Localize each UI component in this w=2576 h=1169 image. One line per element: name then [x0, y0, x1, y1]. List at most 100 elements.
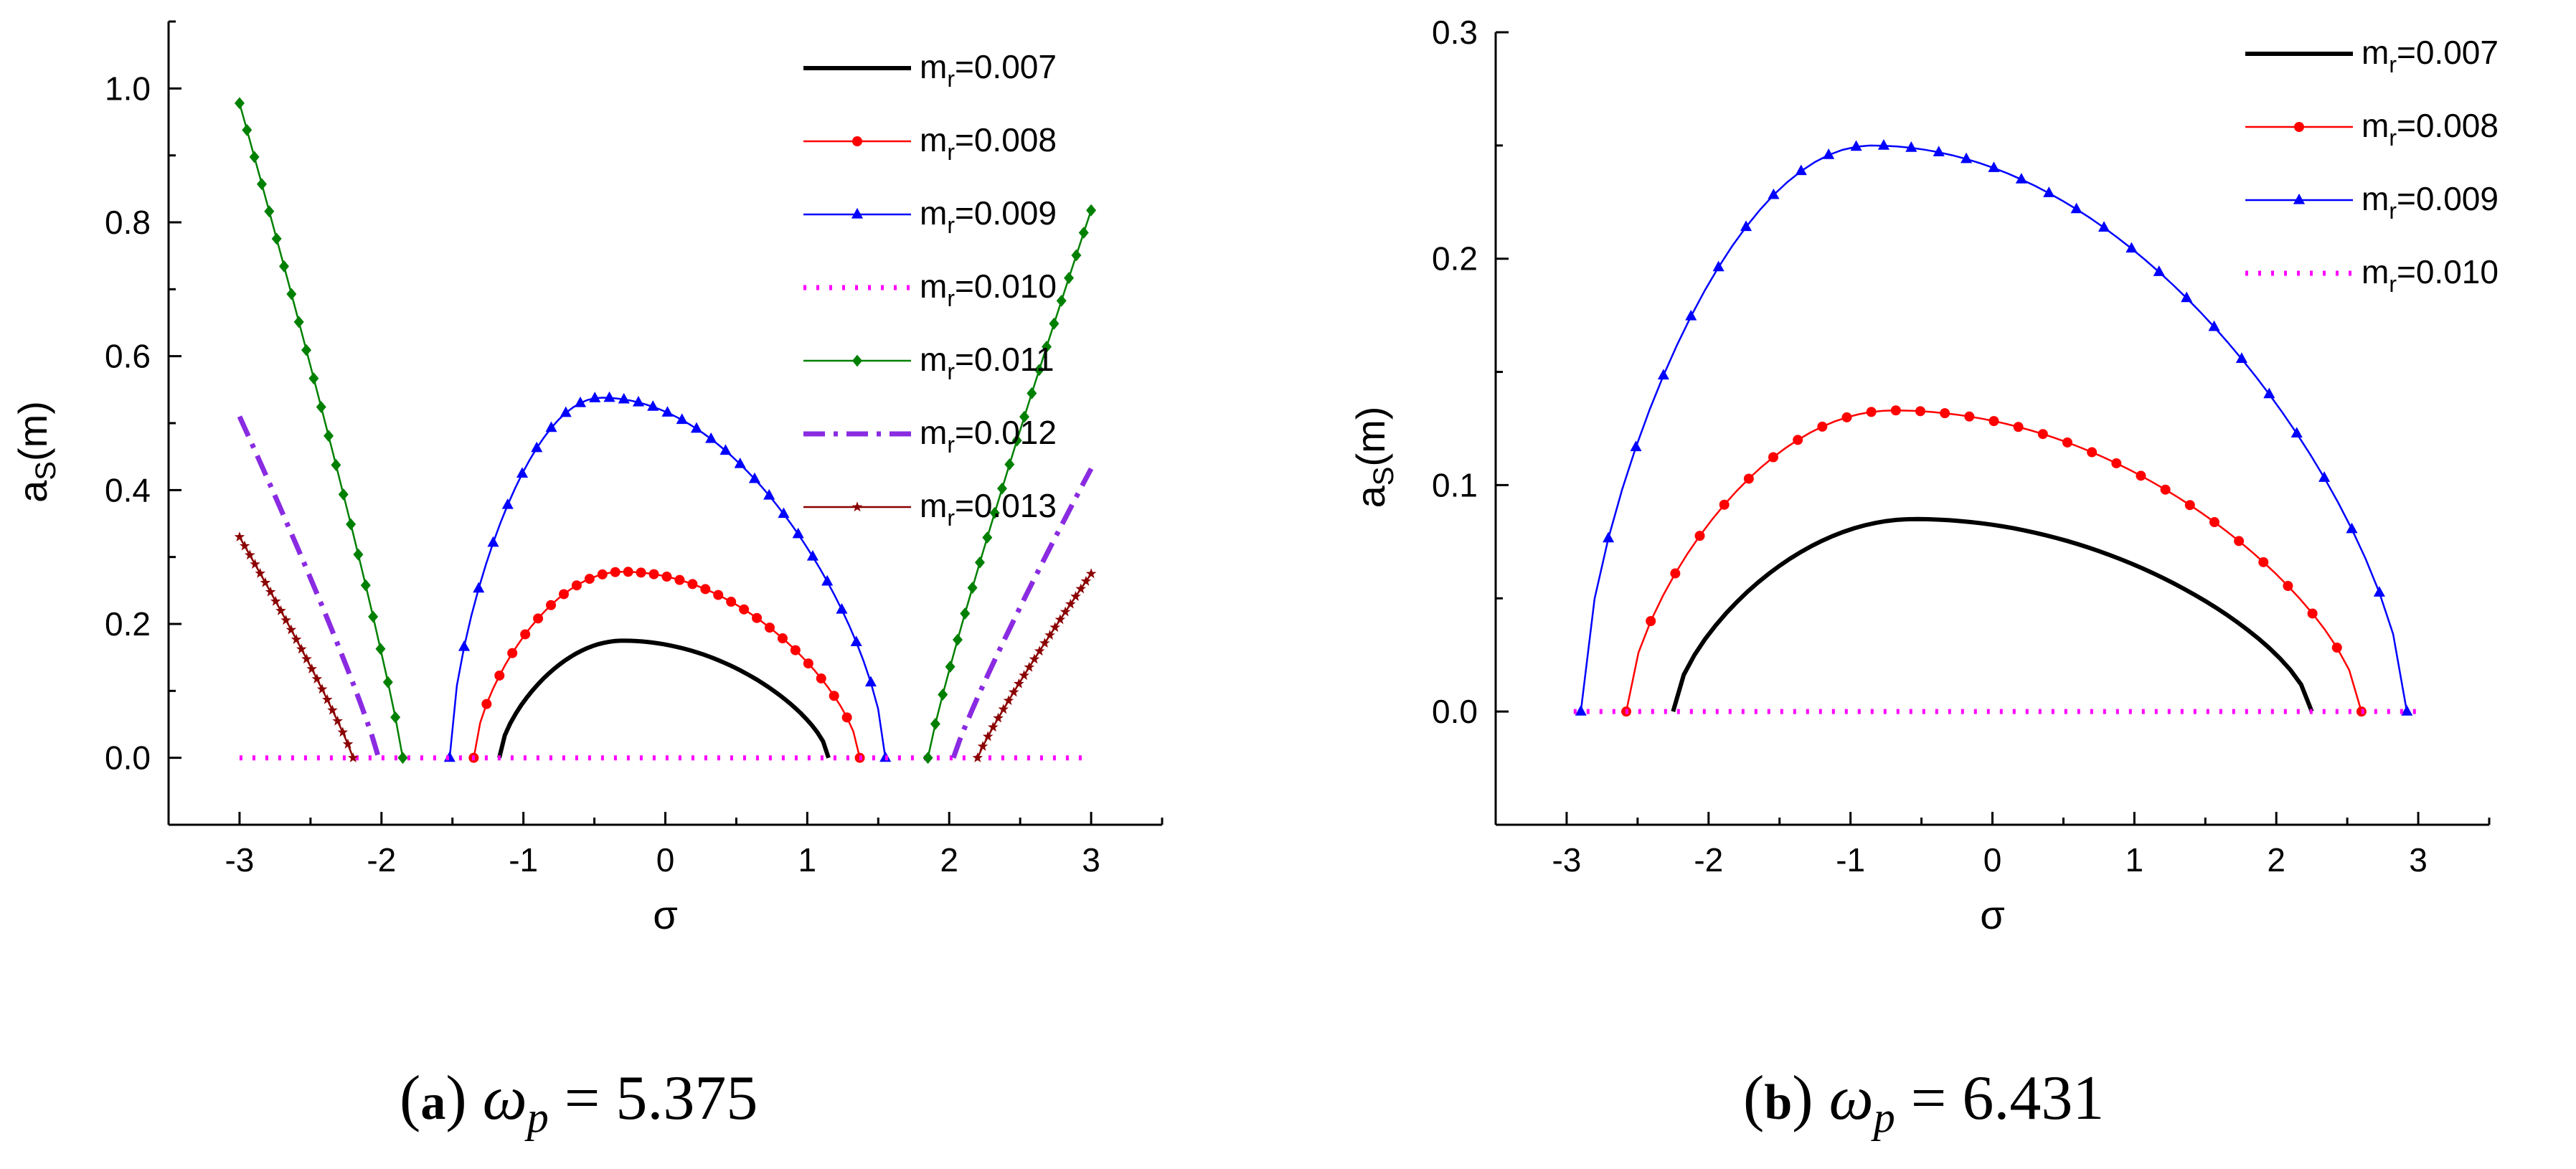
chart-a-series-1-point: [700, 584, 711, 595]
chart-a-series-6-point: [275, 605, 286, 615]
chart-a-series-6-point: [234, 531, 245, 541]
chart-a-series-6-point: [1034, 645, 1045, 656]
chart-b-series-0-line-0: [1671, 516, 2314, 713]
chart-a-series-1-point: [584, 574, 595, 584]
chart-a-series-1-point: [533, 613, 544, 624]
chart-a-series-4-point: [316, 401, 326, 413]
chart-b-series-1-point: [1964, 411, 1975, 422]
chart-a-series-5: [237, 415, 1094, 759]
chart-a-series-6-point: [1055, 614, 1066, 625]
chart-b-series-2-point: [1603, 531, 1615, 543]
chart-b-series-1-point: [2136, 470, 2146, 481]
chart-b-xtick-label-5: 2: [2267, 841, 2285, 879]
chart-a-series-4-point: [1042, 341, 1052, 353]
chart-b-series-2-line-0: [1580, 144, 2408, 712]
chart-a-series-4-point: [1034, 364, 1044, 377]
chart-a-series-1-point: [803, 658, 813, 669]
chart-a-series-6-point: [347, 752, 359, 762]
chart-b-series-1-point: [2307, 608, 2318, 619]
chart-b-series-1-point: [2184, 500, 2195, 511]
chart-a-series-6-point: [993, 712, 1004, 723]
chart-b-series-2-point: [1712, 260, 1725, 272]
chart-a-series-4-point: [324, 430, 334, 442]
chart-a-series-1-point: [726, 597, 737, 607]
chart-b-series-1-point: [1866, 407, 1877, 417]
chart-a-series-6-point: [1049, 622, 1061, 633]
chart-a-series-4-point: [353, 548, 364, 561]
chart-b-series-1-point: [2013, 422, 2024, 432]
chart-b-ytick-label-3: 0.3: [1432, 14, 1478, 51]
chart-b-series-2-point: [1740, 220, 1752, 232]
chart-a-series-6-point: [1070, 591, 1081, 601]
chart-b-series-1-point: [1694, 531, 1705, 541]
chart-a-series-4-point: [382, 676, 393, 688]
chart-a-legend-label-4: mr=0.011: [920, 341, 1055, 384]
chart-a-series-2-point: [632, 395, 645, 407]
chart-a-series-6-point: [1003, 695, 1014, 706]
chart-a-series-6-point: [250, 559, 260, 569]
chart-a-series-2-point: [545, 421, 557, 432]
chart-a-series-6-point: [982, 731, 994, 742]
chart-a-series-1-point: [546, 600, 557, 610]
chart-a-caption: (a) ωp = 5.375: [400, 1064, 758, 1141]
chart-a-series-6-point: [291, 633, 302, 644]
chart-b-series-1-point: [1743, 473, 1754, 484]
chart-b-series-2: [1575, 139, 2413, 716]
chart-b-ylabel: aS(m): [1348, 407, 1400, 508]
chart-a-series-1-point: [648, 569, 659, 579]
chart-a-series-1-point: [636, 567, 646, 578]
chart-a-series-1-point: [661, 572, 672, 582]
chart-a-ytick-label-4: 0.8: [105, 204, 151, 241]
chart-a-series-4-point: [368, 610, 379, 623]
chart-b-xlabel: σ: [1980, 892, 2005, 937]
chart-b-legend-label-2: mr=0.009: [2362, 180, 2499, 224]
chart-b-xtick-label-6: 3: [2409, 841, 2428, 879]
chart-b-ytick-label-0: 0.0: [1432, 693, 1478, 730]
chart-a-series-2-point: [705, 432, 717, 443]
chart-a-series-4-point: [1064, 272, 1075, 284]
chart-a-series-4-point: [1011, 434, 1022, 447]
chart-a-series-2-point: [487, 536, 499, 547]
chart-a-series-6-point: [988, 721, 999, 732]
chart-a-series-2-point: [836, 602, 848, 614]
chart-a-series-6-point: [1019, 670, 1029, 681]
chart-b-series-2-point: [2346, 522, 2358, 534]
chart-a-series-4-point: [996, 482, 1007, 495]
chart-b-legend-label-3: mr=0.010: [2362, 253, 2499, 297]
chart-a-series-4-point: [1056, 294, 1067, 307]
chart-a-series-4-point: [331, 458, 341, 471]
chart-a-series-2-point: [864, 676, 877, 687]
chart-a-series-6-point: [998, 704, 1009, 714]
chart-a-series-6-point: [280, 615, 292, 625]
chart-a-series-4-point: [338, 488, 349, 501]
chart-b-series-1-point: [1719, 499, 1730, 510]
chart-a-ytick-label-5: 1.0: [105, 70, 151, 107]
chart-b-legend: mr=0.007 mr=0.008 mr=0.009 mr=0.010: [2245, 34, 2499, 297]
chart-b-series-1-point: [2209, 517, 2219, 528]
chart-a-series-4-point: [360, 579, 371, 592]
chart-a-xtick-label-2: -1: [509, 841, 538, 879]
chart-a-legend-label-2: mr=0.009: [920, 194, 1057, 238]
chart-a-series-6-point: [306, 663, 317, 673]
chart-a-series-1-point: [752, 612, 763, 623]
chart-b-xtick-label-2: -1: [1836, 841, 1865, 879]
chart-a-xlabel: σ: [653, 892, 678, 937]
chart-a-series-2-point: [850, 635, 862, 647]
chart-a-series-2-point: [676, 413, 688, 425]
chart-a-series-6-point: [1039, 638, 1050, 648]
chart-a-series-4-point: [271, 232, 282, 245]
chart-b-series-2-point: [1905, 141, 1917, 152]
chart-b-series-2-point: [2318, 471, 2331, 482]
chart-a-series-6-point: [1024, 661, 1035, 672]
chart-a-series-1-point: [816, 673, 826, 683]
chart-a-series-4-point: [286, 288, 297, 300]
chart-a-series-2-point: [806, 549, 818, 561]
chart-a-series-6-point: [1044, 630, 1055, 640]
chart-b-series-2-point: [2181, 291, 2193, 303]
chart-b-series-1-point: [1940, 408, 1950, 419]
chart-b-series-1-line-0: [1625, 410, 2363, 712]
chart-a-series-2-point: [560, 406, 572, 417]
chart-a-series-1-point: [790, 645, 801, 656]
chart-a-ytick-label-3: 0.6: [105, 338, 151, 375]
chart-b-series-2-point: [2401, 705, 2413, 716]
